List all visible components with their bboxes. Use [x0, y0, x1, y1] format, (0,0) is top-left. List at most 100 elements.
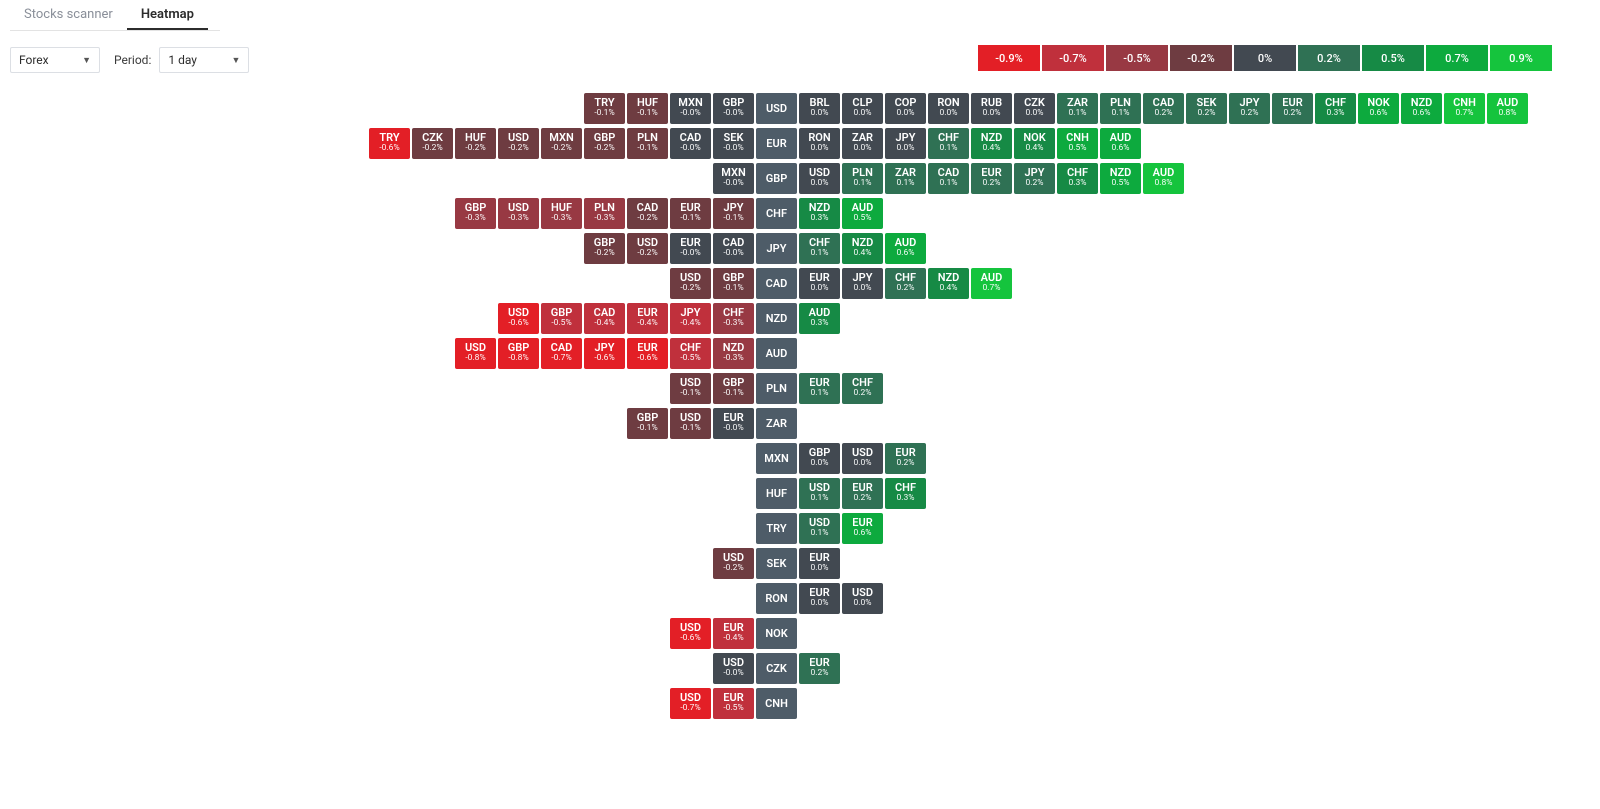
heatmap-cell[interactable]: CHF0.3%: [1315, 93, 1356, 124]
heatmap-cell[interactable]: SEK-0.0%: [713, 128, 754, 159]
heatmap-cell[interactable]: JPY0.2%: [1229, 93, 1270, 124]
heatmap-cell[interactable]: GBP-0.2%: [584, 128, 625, 159]
heatmap-cell[interactable]: USD-0.7%: [670, 688, 711, 719]
heatmap-cell[interactable]: NZD0.4%: [842, 233, 883, 264]
heatmap-cell[interactable]: EUR0.2%: [1272, 93, 1313, 124]
heatmap-cell[interactable]: CHF0.1%: [799, 233, 840, 264]
heatmap-cell[interactable]: GBP-0.1%: [713, 373, 754, 404]
heatmap-cell[interactable]: USD-0.0%: [713, 653, 754, 684]
heatmap-cell[interactable]: GBP-0.0%: [713, 93, 754, 124]
heatmap-cell[interactable]: AUD0.6%: [885, 233, 926, 264]
heatmap-cell[interactable]: HUF-0.3%: [541, 198, 582, 229]
heatmap-cell[interactable]: MXN-0.0%: [670, 93, 711, 124]
heatmap-cell[interactable]: GBP-0.1%: [713, 268, 754, 299]
heatmap-cell[interactable]: USD-0.2%: [670, 268, 711, 299]
heatmap-cell[interactable]: EUR0.2%: [799, 653, 840, 684]
heatmap-cell[interactable]: USD0.1%: [799, 513, 840, 544]
heatmap-cell[interactable]: EUR0.2%: [971, 163, 1012, 194]
heatmap-cell[interactable]: NZD0.4%: [971, 128, 1012, 159]
heatmap-cell[interactable]: CZK-0.2%: [412, 128, 453, 159]
heatmap-cell[interactable]: AUD0.8%: [1487, 93, 1528, 124]
heatmap-cell[interactable]: NOK0.4%: [1014, 128, 1055, 159]
heatmap-cell[interactable]: USD-0.2%: [498, 128, 539, 159]
heatmap-cell[interactable]: CHF0.1%: [928, 128, 969, 159]
heatmap-cell[interactable]: CAD0.1%: [928, 163, 969, 194]
heatmap-cell[interactable]: AUD0.5%: [842, 198, 883, 229]
heatmap-cell[interactable]: HUF-0.1%: [627, 93, 668, 124]
heatmap-cell[interactable]: TRY-0.6%: [369, 128, 410, 159]
heatmap-cell[interactable]: USD-0.1%: [670, 373, 711, 404]
heatmap-cell[interactable]: USD0.0%: [842, 443, 883, 474]
heatmap-cell[interactable]: PLN-0.3%: [584, 198, 625, 229]
heatmap-cell[interactable]: HUF-0.2%: [455, 128, 496, 159]
heatmap-cell[interactable]: CHF0.3%: [885, 478, 926, 509]
heatmap-cell[interactable]: USD-0.2%: [627, 233, 668, 264]
heatmap-cell[interactable]: USD0.0%: [842, 583, 883, 614]
heatmap-cell[interactable]: CHF0.2%: [885, 268, 926, 299]
heatmap-cell[interactable]: USD0.0%: [799, 163, 840, 194]
heatmap-cell[interactable]: EUR-0.4%: [627, 303, 668, 334]
heatmap-cell[interactable]: EUR-0.4%: [713, 618, 754, 649]
heatmap-cell[interactable]: NZD-0.3%: [713, 338, 754, 369]
heatmap-cell[interactable]: CNH0.7%: [1444, 93, 1485, 124]
heatmap-cell[interactable]: USD-0.8%: [455, 338, 496, 369]
heatmap-cell[interactable]: JPY0.2%: [1014, 163, 1055, 194]
heatmap-cell[interactable]: PLN0.1%: [1100, 93, 1141, 124]
heatmap-cell[interactable]: ZAR0.1%: [1057, 93, 1098, 124]
heatmap-cell[interactable]: NZD0.6%: [1401, 93, 1442, 124]
heatmap-cell[interactable]: CAD-0.0%: [670, 128, 711, 159]
heatmap-cell[interactable]: CHF0.2%: [842, 373, 883, 404]
heatmap-cell[interactable]: EUR0.0%: [799, 268, 840, 299]
heatmap-cell[interactable]: AUD0.7%: [971, 268, 1012, 299]
heatmap-cell[interactable]: EUR-0.6%: [627, 338, 668, 369]
heatmap-cell[interactable]: COP0.0%: [885, 93, 926, 124]
heatmap-cell[interactable]: CAD0.2%: [1143, 93, 1184, 124]
heatmap-cell[interactable]: JPY-0.6%: [584, 338, 625, 369]
heatmap-cell[interactable]: CZK0.0%: [1014, 93, 1055, 124]
heatmap-cell[interactable]: EUR-0.1%: [670, 198, 711, 229]
heatmap-cell[interactable]: NZD0.4%: [928, 268, 969, 299]
heatmap-cell[interactable]: CHF-0.5%: [670, 338, 711, 369]
heatmap-cell[interactable]: CAD-0.2%: [627, 198, 668, 229]
heatmap-cell[interactable]: EUR0.0%: [799, 548, 840, 579]
heatmap-cell[interactable]: ZAR0.1%: [885, 163, 926, 194]
heatmap-cell[interactable]: EUR-0.5%: [713, 688, 754, 719]
heatmap-cell[interactable]: JPY0.0%: [842, 268, 883, 299]
heatmap-cell[interactable]: CAD-0.7%: [541, 338, 582, 369]
heatmap-cell[interactable]: USD-0.1%: [670, 408, 711, 439]
heatmap-cell[interactable]: EUR0.2%: [885, 443, 926, 474]
heatmap-cell[interactable]: EUR0.0%: [799, 583, 840, 614]
heatmap-cell[interactable]: EUR-0.0%: [713, 408, 754, 439]
heatmap-cell[interactable]: CAD-0.4%: [584, 303, 625, 334]
heatmap-cell[interactable]: JPY-0.1%: [713, 198, 754, 229]
heatmap-cell[interactable]: GBP-0.1%: [627, 408, 668, 439]
heatmap-cell[interactable]: CHF0.3%: [1057, 163, 1098, 194]
heatmap-cell[interactable]: RUB0.0%: [971, 93, 1012, 124]
heatmap-cell[interactable]: AUD0.8%: [1143, 163, 1184, 194]
heatmap-cell[interactable]: GBP-0.3%: [455, 198, 496, 229]
heatmap-cell[interactable]: ZAR0.0%: [842, 128, 883, 159]
heatmap-cell[interactable]: EUR0.1%: [799, 373, 840, 404]
tab-stocks-scanner[interactable]: Stocks scanner: [10, 1, 127, 30]
heatmap-cell[interactable]: PLN0.1%: [842, 163, 883, 194]
heatmap-cell[interactable]: GBP-0.2%: [584, 233, 625, 264]
heatmap-cell[interactable]: RON0.0%: [928, 93, 969, 124]
heatmap-cell[interactable]: NZD0.5%: [1100, 163, 1141, 194]
heatmap-cell[interactable]: CHF-0.3%: [713, 303, 754, 334]
heatmap-cell[interactable]: MXN-0.0%: [713, 163, 754, 194]
heatmap-cell[interactable]: PLN-0.1%: [627, 128, 668, 159]
tab-heatmap[interactable]: Heatmap: [127, 1, 208, 30]
heatmap-cell[interactable]: GBP-0.5%: [541, 303, 582, 334]
heatmap-cell[interactable]: BRL0.0%: [799, 93, 840, 124]
heatmap-cell[interactable]: CNH0.5%: [1057, 128, 1098, 159]
heatmap-cell[interactable]: NOK0.6%: [1358, 93, 1399, 124]
heatmap-cell[interactable]: EUR0.2%: [842, 478, 883, 509]
heatmap-cell[interactable]: USD-0.2%: [713, 548, 754, 579]
heatmap-cell[interactable]: GBP-0.8%: [498, 338, 539, 369]
heatmap-cell[interactable]: USD-0.6%: [498, 303, 539, 334]
heatmap-cell[interactable]: USD-0.6%: [670, 618, 711, 649]
period-dropdown[interactable]: 1 day ▼: [159, 47, 249, 73]
asset-dropdown[interactable]: Forex ▼: [10, 47, 100, 73]
heatmap-cell[interactable]: CLP0.0%: [842, 93, 883, 124]
heatmap-cell[interactable]: USD-0.3%: [498, 198, 539, 229]
